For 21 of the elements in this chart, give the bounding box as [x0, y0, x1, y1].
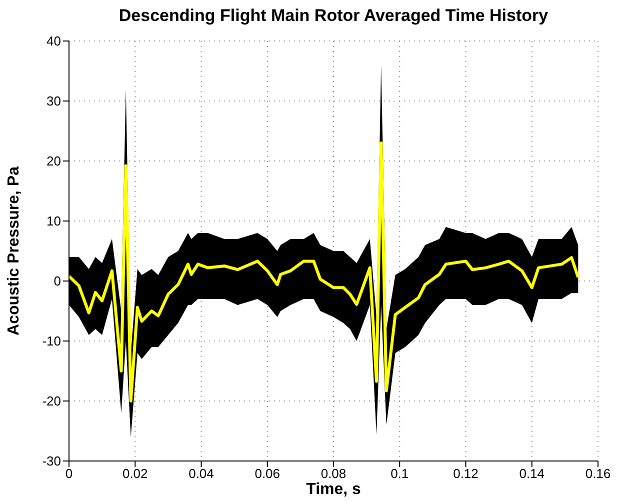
- x-tick-label: 0.04: [188, 466, 214, 482]
- y-tick-label: -20: [42, 394, 61, 409]
- x-tick-label: 0.02: [122, 466, 148, 482]
- y-tick-label: -30: [42, 454, 61, 469]
- y-tick-label: 0: [54, 274, 61, 289]
- y-tick-label: 40: [46, 34, 61, 49]
- y-tick-label: 10: [46, 214, 61, 229]
- x-tick-label: 0: [65, 466, 73, 482]
- x-tick-label: 0.16: [585, 466, 611, 482]
- chart-title: Descending Flight Main Rotor Averaged Time History: [118, 6, 550, 26]
- y-tick-label: 30: [46, 94, 61, 109]
- y-axis-title: Acoustic Pressure, Pa: [6, 166, 23, 336]
- x-tick-label: 0.1: [390, 466, 409, 482]
- x-tick-label: 0.14: [519, 466, 545, 482]
- x-tick-label: 0.06: [254, 466, 280, 482]
- x-tick-label: 0.08: [320, 466, 346, 482]
- x-axis-title: Time, s: [306, 481, 362, 498]
- y-tick-label: -10: [42, 334, 61, 349]
- line-series: [69, 142, 580, 402]
- y-tick-label: 20: [46, 154, 61, 169]
- x-tick-label: 0.12: [453, 466, 478, 482]
